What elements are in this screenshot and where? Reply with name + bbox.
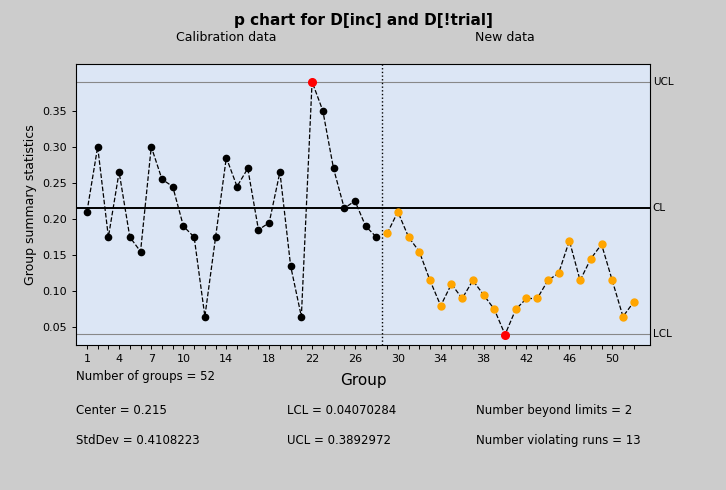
Y-axis label: Group summary statistics: Group summary statistics bbox=[24, 124, 37, 285]
Title: p chart for D[inc] and D[!trial]: p chart for D[inc] and D[!trial] bbox=[234, 13, 492, 28]
Text: Number violating runs = 13: Number violating runs = 13 bbox=[476, 434, 640, 447]
Text: UCL = 0.3892972: UCL = 0.3892972 bbox=[287, 434, 391, 447]
Text: StdDev = 0.4108223: StdDev = 0.4108223 bbox=[76, 434, 200, 447]
Text: Number of groups = 52: Number of groups = 52 bbox=[76, 370, 215, 383]
Text: LCL = 0.04070284: LCL = 0.04070284 bbox=[287, 404, 396, 417]
X-axis label: Group: Group bbox=[340, 373, 386, 388]
Text: Number beyond limits = 2: Number beyond limits = 2 bbox=[476, 404, 632, 417]
Text: Center = 0.215: Center = 0.215 bbox=[76, 404, 167, 417]
Text: CL: CL bbox=[653, 203, 666, 213]
Text: LCL: LCL bbox=[653, 329, 672, 339]
Text: New data: New data bbox=[476, 31, 535, 44]
Text: UCL: UCL bbox=[653, 77, 673, 87]
Text: Calibration data: Calibration data bbox=[176, 31, 277, 44]
